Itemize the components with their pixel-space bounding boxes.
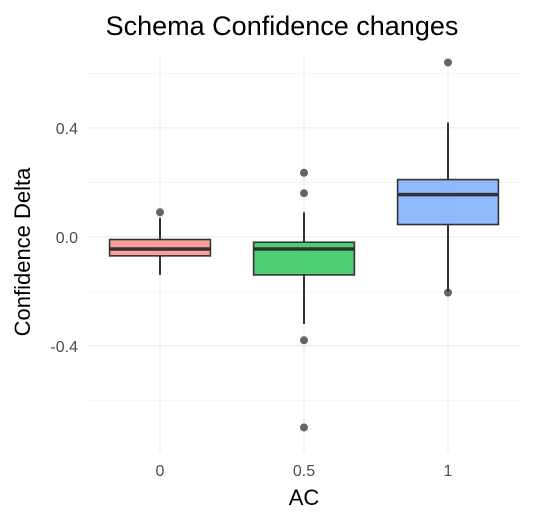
x-tick-label: 0.5 — [293, 463, 315, 480]
x-axis-title: AC — [289, 485, 320, 510]
outlier-point — [444, 58, 452, 67]
box-plots — [108, 58, 500, 432]
box-0 — [108, 208, 212, 275]
y-axis-title: Confidence Delta — [10, 167, 35, 337]
box-iqr — [396, 178, 500, 226]
y-tick-label: -0.4 — [50, 339, 78, 356]
x-tick-label: 1 — [444, 463, 453, 480]
box-iqr — [252, 241, 356, 276]
y-tick-label: 0.0 — [56, 230, 78, 247]
box-0.5 — [252, 168, 356, 432]
x-tick-label: 0 — [156, 463, 165, 480]
y-tick-label: 0.4 — [56, 121, 78, 138]
box-1 — [396, 58, 500, 297]
outlier-point — [156, 208, 164, 217]
outlier-point — [444, 288, 452, 297]
outlier-point — [300, 336, 308, 345]
chart-title: Schema Confidence changes — [106, 11, 459, 41]
outlier-point — [300, 168, 308, 177]
tick-labels: -0.4 0.0 0.4 0 0.5 1 — [50, 121, 452, 480]
outlier-point — [300, 423, 308, 432]
outlier-point — [300, 189, 308, 198]
